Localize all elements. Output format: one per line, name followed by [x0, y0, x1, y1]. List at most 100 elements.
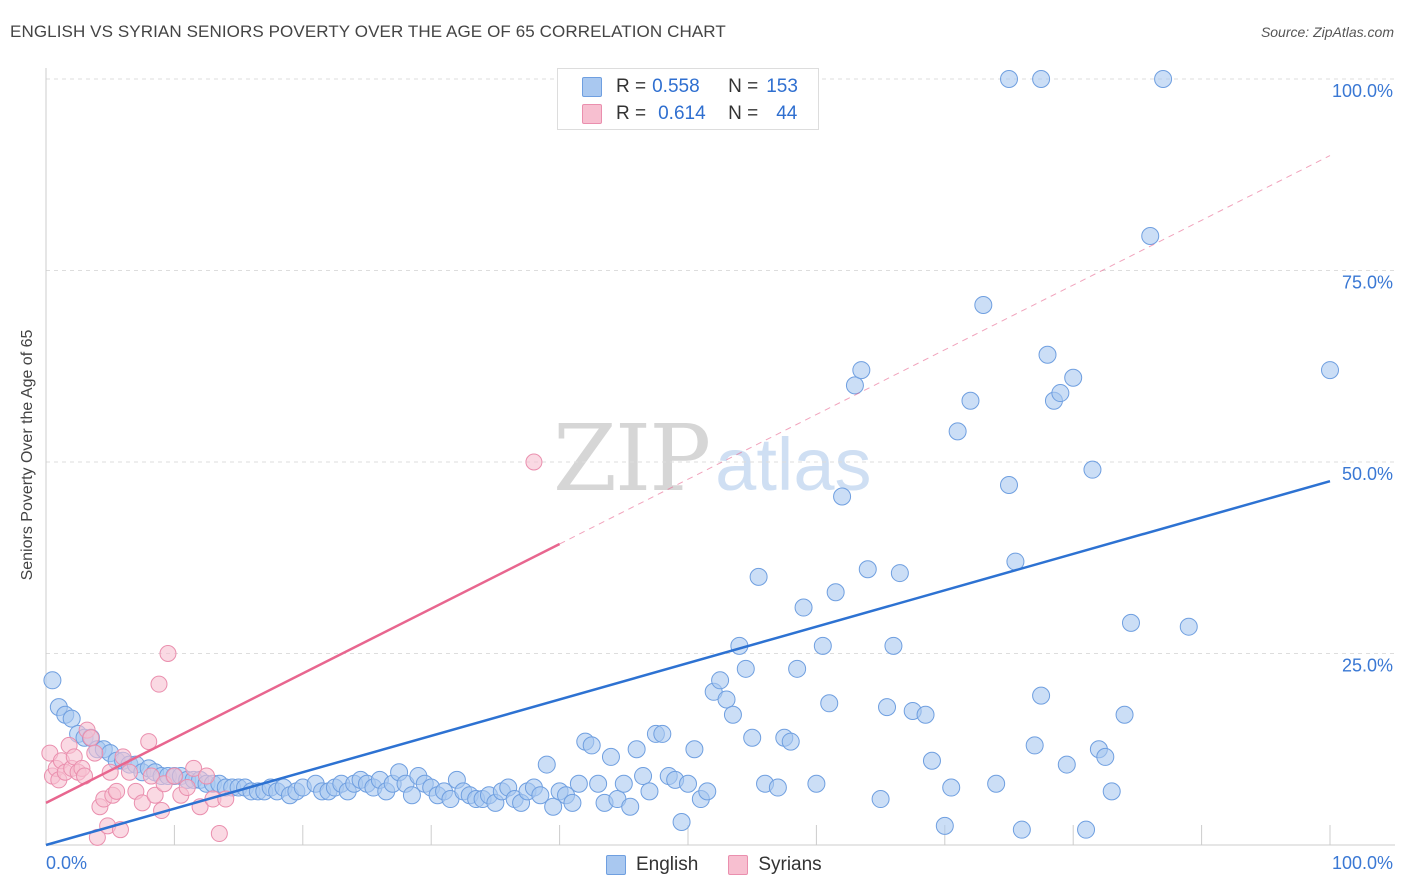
english-point [826, 583, 845, 602]
english-point [1032, 686, 1051, 705]
english-point [589, 774, 608, 793]
english-point [781, 732, 800, 751]
english-point [1012, 820, 1031, 839]
english-point [961, 391, 980, 410]
english-point [1096, 747, 1115, 766]
legend-syrians-label: Syrians [758, 854, 822, 875]
english-point [43, 671, 62, 690]
english-point [1051, 384, 1070, 403]
english-point [531, 786, 550, 805]
syrian-point [185, 759, 203, 777]
syrian-point [165, 767, 183, 785]
n-label: N = [728, 76, 759, 97]
syrian-point [82, 729, 100, 747]
syrian-point [120, 763, 138, 781]
english-point [1179, 617, 1198, 636]
english-point [858, 560, 877, 579]
english-point [640, 782, 659, 801]
english-point [653, 724, 672, 743]
syrian-point [150, 675, 168, 693]
legend-item-english: English [606, 854, 698, 876]
legend-row-english: R = 0.558 N = 153 [582, 75, 798, 99]
english-point [544, 797, 563, 816]
english-point [582, 736, 601, 755]
syrian-point [198, 767, 215, 785]
syrian-point [146, 786, 164, 804]
syrian-point [133, 794, 151, 812]
english-point [749, 567, 768, 586]
english-point [1057, 755, 1076, 774]
english-point [1102, 782, 1121, 801]
english-swatch [582, 77, 602, 97]
english-point [698, 782, 717, 801]
english-n-value: 153 [766, 76, 798, 97]
legend-english-label: English [636, 854, 699, 875]
english-point [1064, 368, 1083, 387]
english-point [922, 751, 941, 770]
syrian-trendline [45, 542, 561, 804]
syrians-swatch [582, 104, 602, 124]
english-point [1121, 613, 1140, 632]
english-point [563, 793, 582, 812]
english-point [537, 755, 556, 774]
syrian-trendline-extension [559, 155, 1331, 545]
english-point [890, 564, 909, 583]
english-point [1000, 70, 1018, 88]
english-point [621, 797, 640, 816]
english-point [711, 671, 730, 690]
series-legend: English Syrians [606, 853, 852, 877]
syrian-point [210, 825, 228, 843]
y-tick-label: 25.0% [1342, 656, 1393, 676]
english-point [569, 774, 588, 793]
english-point [916, 705, 935, 724]
syrians-swatch [728, 855, 749, 875]
n-label: N = [728, 103, 759, 124]
syrians-n-value: 44 [776, 103, 798, 124]
y-tick-label: 50.0% [1342, 464, 1393, 484]
chart-title: ENGLISH VS SYRIAN SENIORS POVERTY OVER T… [10, 22, 726, 41]
english-point [679, 774, 697, 793]
english-point [871, 790, 890, 809]
english-point [402, 786, 421, 805]
english-point [807, 774, 826, 793]
english-point [948, 422, 967, 441]
english-point [627, 740, 646, 759]
english-point [768, 778, 787, 797]
syrians-r-value: 0.614 [658, 103, 706, 124]
english-point [1154, 70, 1173, 88]
english-point [878, 698, 897, 717]
syrian-point [159, 645, 177, 662]
english-point [852, 361, 871, 380]
source-credit: Source: ZipAtlas.com [1260, 24, 1394, 40]
english-point [845, 376, 864, 395]
english-point [1141, 227, 1160, 246]
english-swatch [606, 855, 626, 875]
syrian-point [108, 782, 126, 800]
english-point [1032, 70, 1051, 88]
syrian-point [178, 779, 196, 797]
english-point [974, 295, 993, 314]
stats-legend: R = 0.558 N = 153 R = 0.614 N = 44 [557, 68, 819, 130]
english-point [1038, 345, 1057, 364]
legend-row-syrians: R = 0.614 N = 44 [582, 102, 797, 126]
english-point [813, 636, 832, 655]
english-point [634, 767, 653, 786]
english-point [601, 747, 620, 766]
english-point [743, 728, 762, 747]
english-trendline [45, 479, 1331, 847]
english-point [736, 659, 755, 678]
english-point [614, 774, 633, 793]
english-r-value: 0.558 [652, 76, 700, 97]
syrian-point [86, 744, 104, 762]
english-point [1000, 475, 1018, 494]
english-point [1025, 736, 1044, 755]
english-point [672, 813, 691, 832]
x-tick-label: 100.0% [1332, 853, 1393, 873]
r-label: R = [616, 103, 647, 124]
english-point [1077, 820, 1096, 839]
english-point [62, 709, 81, 728]
english-point [717, 690, 736, 709]
y-axis-label: Seniors Poverty Over the Age of 65 [19, 329, 36, 581]
english-point [1321, 361, 1339, 380]
syrian-point [525, 453, 543, 471]
